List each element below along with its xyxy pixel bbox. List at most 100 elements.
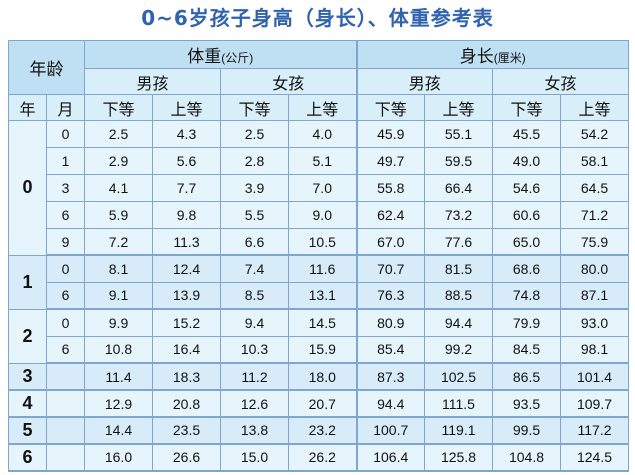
value-cell: 9.4 xyxy=(220,308,289,337)
value-cell: 85.4 xyxy=(355,335,425,365)
page-title: 0~6岁孩子身高（身长）、体重参考表 xyxy=(141,6,494,30)
value-cell: 7.7 xyxy=(152,173,221,202)
value-cell: 45.9 xyxy=(355,120,425,148)
value-cell: 11.3 xyxy=(152,227,221,257)
month-cell: 9 xyxy=(46,227,85,257)
value-cell: 84.5 xyxy=(492,335,561,365)
high-header: 上等 xyxy=(560,94,629,121)
value-cell: 4.1 xyxy=(84,173,153,202)
value-cell: 76.3 xyxy=(355,281,425,311)
table-row: 3 4.1 7.7 3.9 7.0 55.8 66.4 54.6 64.5 xyxy=(9,173,629,202)
value-cell: 106.4 xyxy=(355,443,425,473)
value-cell: 86.5 xyxy=(492,362,561,392)
value-cell: 7.2 xyxy=(84,227,153,257)
year-cell: 2 xyxy=(8,308,47,364)
value-cell: 79.9 xyxy=(492,308,561,337)
value-cell: 12.9 xyxy=(84,389,153,418)
value-cell: 102.5 xyxy=(424,362,493,392)
month-cell: 0 xyxy=(46,120,85,148)
table-row: 9 7.2 11.3 6.6 10.5 67.0 77.6 65.0 75.9 xyxy=(9,227,629,257)
table-row: 2 0 9.9 15.2 9.4 14.5 80.9 94.4 79.9 93.0 xyxy=(8,308,629,364)
month-cell xyxy=(46,416,85,445)
month-cell: 0 xyxy=(46,308,85,337)
value-cell: 9.0 xyxy=(288,200,357,229)
value-cell: 16.4 xyxy=(152,335,221,365)
value-cell: 99.5 xyxy=(492,416,561,445)
month-cell: 1 xyxy=(46,146,85,175)
value-cell: 119.1 xyxy=(424,416,493,445)
value-cell: 9.8 xyxy=(152,200,221,229)
value-cell: 15.2 xyxy=(152,308,221,337)
value-cell: 11.4 xyxy=(84,362,153,392)
value-cell: 13.8 xyxy=(220,416,289,445)
year-cell: 3 xyxy=(8,362,47,392)
table-row: 5 14.4 23.5 13.8 23.2 100.7 119.1 99.5 117.2 xyxy=(8,416,629,445)
value-cell: 12.4 xyxy=(152,254,221,283)
value-cell: 7.0 xyxy=(288,173,357,202)
value-cell: 100.7 xyxy=(355,416,425,445)
month-header: 月 xyxy=(46,94,85,121)
value-cell: 74.8 xyxy=(492,281,561,311)
month-cell xyxy=(46,443,85,473)
value-cell: 94.4 xyxy=(424,308,493,337)
value-cell: 93.5 xyxy=(492,389,561,418)
value-cell: 13.1 xyxy=(288,281,357,311)
weight-unit: (公斤) xyxy=(221,51,254,65)
value-cell: 8.5 xyxy=(220,281,289,311)
height-header: 身长(厘米) xyxy=(355,40,629,69)
value-cell: 11.2 xyxy=(220,362,289,392)
value-cell: 5.9 xyxy=(84,200,153,229)
value-cell: 45.5 xyxy=(492,120,561,148)
value-cell: 9.1 xyxy=(84,281,153,311)
value-cell: 75.9 xyxy=(560,227,629,257)
value-cell: 111.5 xyxy=(424,389,493,418)
year-cell: 1 xyxy=(8,254,47,310)
value-cell: 6.6 xyxy=(220,227,289,257)
value-cell: 109.7 xyxy=(560,389,629,418)
high-header: 上等 xyxy=(288,94,357,121)
height-label: 身长 xyxy=(459,47,494,66)
table-row: 6 9.1 13.9 8.5 13.1 76.3 88.5 74.8 87.1 xyxy=(9,281,629,311)
year-cell: 6 xyxy=(8,443,47,473)
weight-boy-header: 男孩 xyxy=(84,68,221,95)
low-header: 下等 xyxy=(84,94,153,121)
value-cell: 5.6 xyxy=(152,146,221,175)
value-cell: 26.6 xyxy=(152,443,221,473)
year-cell: 0 xyxy=(8,120,47,256)
low-header: 下等 xyxy=(220,94,289,121)
height-boy-header: 男孩 xyxy=(355,68,493,95)
value-cell: 81.5 xyxy=(424,254,493,283)
value-cell: 23.2 xyxy=(288,416,357,445)
value-cell: 20.8 xyxy=(152,389,221,418)
value-cell: 14.4 xyxy=(84,416,153,445)
value-cell: 10.5 xyxy=(288,227,357,257)
value-cell: 7.4 xyxy=(220,254,289,283)
value-cell: 10.3 xyxy=(220,335,289,365)
year-cell: 4 xyxy=(8,389,47,418)
value-cell: 26.2 xyxy=(288,443,357,473)
value-cell: 20.7 xyxy=(288,389,357,418)
table-row: 0 0 2.5 4.3 2.5 4.0 45.9 55.1 45.5 54.2 xyxy=(8,120,629,256)
value-cell: 88.5 xyxy=(424,281,493,311)
value-cell: 99.2 xyxy=(424,335,493,365)
value-cell: 94.4 xyxy=(355,389,425,418)
weight-header: 体重(公斤) xyxy=(84,40,357,69)
year-cell: 5 xyxy=(8,416,47,445)
value-cell: 2.5 xyxy=(84,120,153,148)
value-cell: 54.6 xyxy=(492,173,561,202)
value-cell: 117.2 xyxy=(560,416,629,445)
growth-reference-table: 年龄 体重(公斤) 身长(厘米) 男孩 女孩 男孩 女孩 年 月 下等 上等 下… xyxy=(8,40,629,473)
value-cell: 77.6 xyxy=(424,227,493,257)
table-row: 6 16.0 26.6 15.0 26.2 106.4 125.8 104.8 124.5 xyxy=(8,443,629,473)
low-header: 下等 xyxy=(492,94,561,121)
table-row: 3 11.4 18.3 11.2 18.0 87.3 102.5 86.5 101.4 xyxy=(8,362,629,392)
value-cell: 54.2 xyxy=(560,120,629,148)
value-cell: 70.7 xyxy=(355,254,425,283)
table-row: 1 2.9 5.6 2.8 5.1 49.7 59.5 49.0 58.1 xyxy=(9,146,629,175)
weight-girl-header: 女孩 xyxy=(220,68,357,95)
value-cell: 16.0 xyxy=(84,443,153,473)
height-unit: (厘米) xyxy=(493,51,526,65)
value-cell: 9.9 xyxy=(84,308,153,337)
value-cell: 101.4 xyxy=(560,362,629,392)
value-cell: 5.1 xyxy=(288,146,357,175)
